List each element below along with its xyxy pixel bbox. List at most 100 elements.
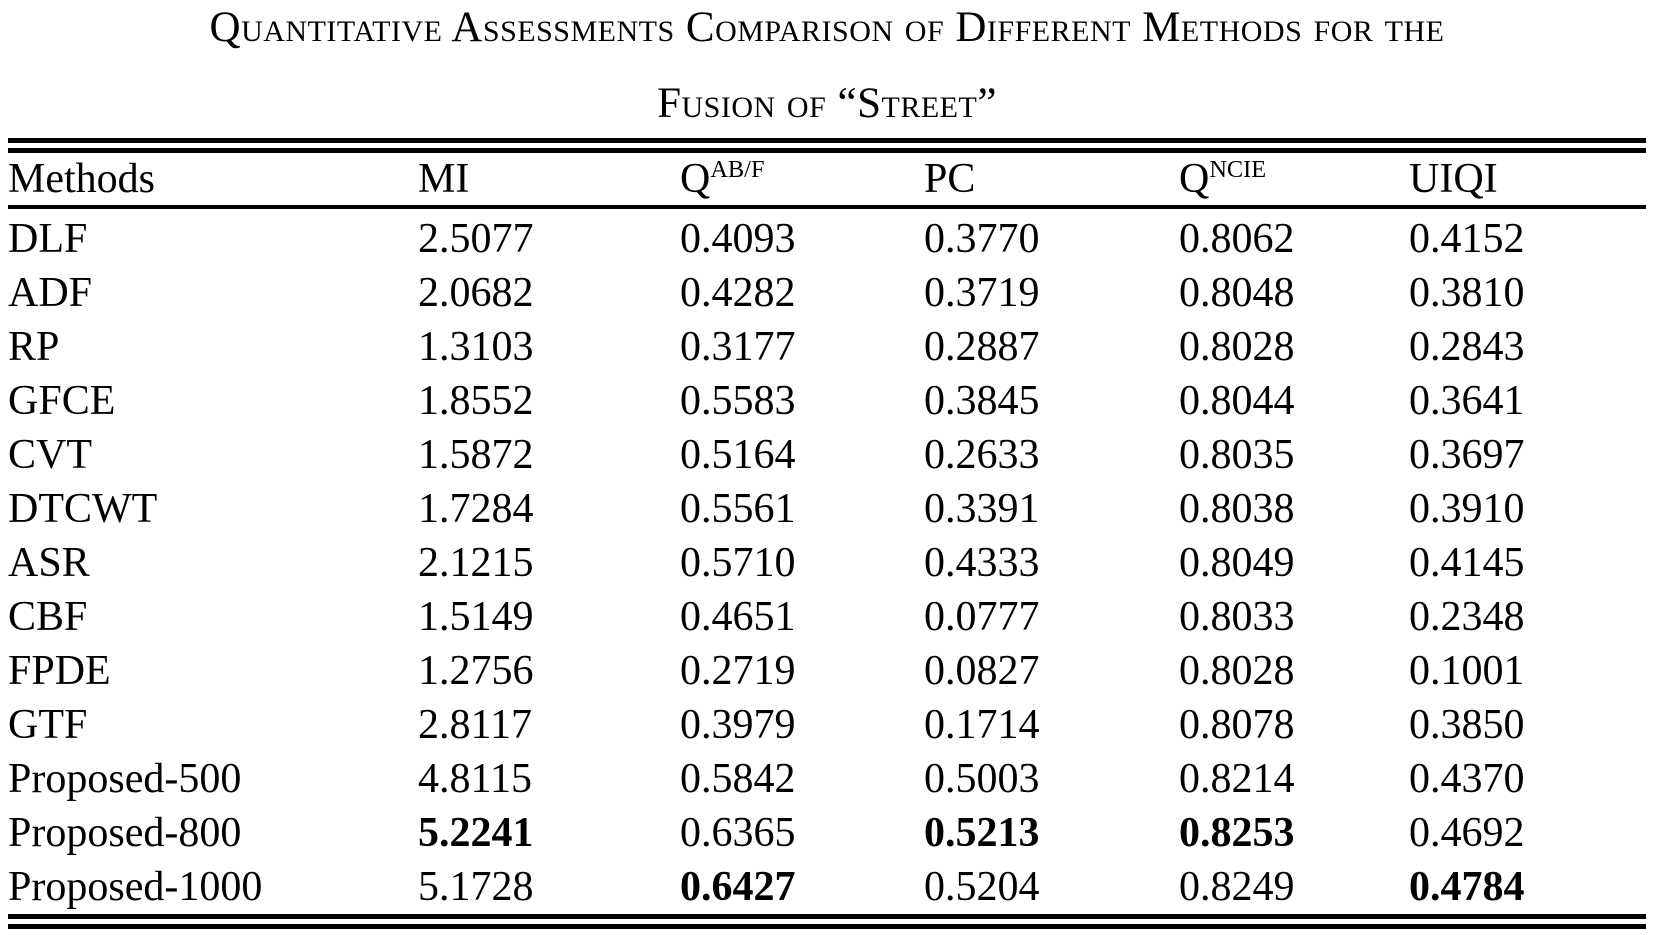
col-header-pc: PC bbox=[924, 145, 1179, 209]
value-cell: 0.0777 bbox=[924, 594, 1040, 640]
value-cell: 0.8028 bbox=[1179, 324, 1295, 370]
col-header-uiqi: UIQI bbox=[1409, 145, 1646, 209]
value-cell: 0.2348 bbox=[1409, 594, 1525, 640]
value-cell: 1.8552 bbox=[418, 378, 534, 424]
col-header-superscript: NCIE bbox=[1209, 155, 1267, 183]
method-cell: RP bbox=[8, 324, 60, 370]
table-body: DLF 2.5077 0.4093 0.3770 0.8062 0.4152 ADF 2.06… bbox=[8, 207, 1646, 922]
value-cell: 0.4784 bbox=[1409, 864, 1525, 910]
table-row: CVT 1.5872 0.5164 0.2633 0.8035 0.3697 bbox=[8, 428, 1646, 482]
table-row: ASR 2.1215 0.5710 0.4333 0.8049 0.4145 bbox=[8, 536, 1646, 590]
table-row: GFCE 1.8552 0.5583 0.3845 0.8044 0.3641 bbox=[8, 374, 1646, 428]
value-cell: 0.4333 bbox=[924, 540, 1040, 586]
table-row: Proposed-500 4.8115 0.5842 0.5003 0.8214 0.43… bbox=[8, 752, 1646, 806]
table-header: Methods MI QAB/F PC QNCIE UIQI bbox=[8, 145, 1646, 209]
value-cell: 0.4651 bbox=[680, 594, 796, 640]
value-cell: 1.5149 bbox=[418, 594, 534, 640]
method-cell: CVT bbox=[8, 432, 92, 478]
value-cell: 0.3641 bbox=[1409, 378, 1525, 424]
col-header-methods: Methods bbox=[8, 145, 418, 209]
results-table: Methods MI QAB/F PC QNCIE UIQI DLF 2.5077 0.409… bbox=[8, 138, 1646, 929]
value-cell: 1.2756 bbox=[418, 648, 534, 694]
value-cell: 0.8033 bbox=[1179, 594, 1295, 640]
value-cell: 0.3177 bbox=[680, 324, 796, 370]
col-header-q: QAB/F bbox=[680, 145, 924, 209]
col-header-q: QNCIE bbox=[1179, 145, 1409, 209]
value-cell: 0.8249 bbox=[1179, 864, 1295, 910]
value-cell: 0.8048 bbox=[1179, 270, 1295, 316]
value-cell: 4.8115 bbox=[418, 756, 532, 802]
value-cell: 0.3810 bbox=[1409, 270, 1525, 316]
table-caption: Quantitative Assessments Comparison of D… bbox=[0, 0, 1654, 125]
value-cell: 0.8049 bbox=[1179, 540, 1295, 586]
method-cell: ASR bbox=[8, 540, 90, 586]
table-row: ADF 2.0682 0.4282 0.3719 0.8048 0.3810 bbox=[8, 266, 1646, 320]
method-cell: GFCE bbox=[8, 378, 116, 424]
col-header-label: Q bbox=[1179, 156, 1210, 202]
value-cell: 0.5710 bbox=[680, 540, 796, 586]
col-header-label: PC bbox=[924, 156, 976, 202]
value-cell: 0.0827 bbox=[924, 648, 1040, 694]
col-header-superscript: AB/F bbox=[710, 155, 765, 183]
value-cell: 0.3910 bbox=[1409, 486, 1525, 532]
table-row: Proposed-1000 5.1728 0.6427 0.5204 0.8249 0.4… bbox=[8, 860, 1646, 922]
table-row: GTF 2.8117 0.3979 0.1714 0.8078 0.3850 bbox=[8, 698, 1646, 752]
col-header-label: UIQI bbox=[1409, 156, 1498, 202]
value-cell: 0.5583 bbox=[680, 378, 796, 424]
value-cell: 0.1001 bbox=[1409, 648, 1525, 694]
value-cell: 0.6427 bbox=[680, 864, 796, 910]
table-row: DLF 2.5077 0.4093 0.3770 0.8062 0.4152 bbox=[8, 207, 1646, 266]
value-cell: 0.3697 bbox=[1409, 432, 1525, 478]
value-cell: 0.4093 bbox=[680, 216, 796, 262]
method-cell: DTCWT bbox=[8, 486, 158, 532]
value-cell: 0.8044 bbox=[1179, 378, 1295, 424]
value-cell: 0.2633 bbox=[924, 432, 1040, 478]
value-cell: 0.4152 bbox=[1409, 216, 1525, 262]
value-cell: 0.5842 bbox=[680, 756, 796, 802]
value-cell: 0.8253 bbox=[1179, 810, 1295, 856]
value-cell: 0.4282 bbox=[680, 270, 796, 316]
value-cell: 0.3391 bbox=[924, 486, 1040, 532]
table-row: CBF 1.5149 0.4651 0.0777 0.8033 0.2348 bbox=[8, 590, 1646, 644]
value-cell: 0.5204 bbox=[924, 864, 1040, 910]
method-cell: FPDE bbox=[8, 648, 111, 694]
value-cell: 1.7284 bbox=[418, 486, 534, 532]
caption-line-2: Fusion of “Street” bbox=[657, 80, 997, 127]
value-cell: 0.3850 bbox=[1409, 702, 1525, 748]
value-cell: 0.8035 bbox=[1179, 432, 1295, 478]
method-cell: CBF bbox=[8, 594, 88, 640]
value-cell: 0.8038 bbox=[1179, 486, 1295, 532]
col-header-label: Q bbox=[680, 156, 711, 202]
value-cell: 0.4145 bbox=[1409, 540, 1525, 586]
value-cell: 2.0682 bbox=[418, 270, 534, 316]
method-cell: DLF bbox=[8, 216, 88, 262]
method-cell: Proposed-800 bbox=[8, 810, 242, 856]
value-cell: 0.1714 bbox=[924, 702, 1040, 748]
value-cell: 2.5077 bbox=[418, 216, 534, 262]
table-row: RP 1.3103 0.3177 0.2887 0.8028 0.2843 bbox=[8, 320, 1646, 374]
value-cell: 0.2887 bbox=[924, 324, 1040, 370]
col-header-mi: MI bbox=[418, 145, 680, 209]
table-row: FPDE 1.2756 0.2719 0.0827 0.8028 0.1001 bbox=[8, 644, 1646, 698]
value-cell: 0.5561 bbox=[680, 486, 796, 532]
value-cell: 5.2241 bbox=[418, 810, 534, 856]
value-cell: 0.2843 bbox=[1409, 324, 1525, 370]
value-cell: 0.4370 bbox=[1409, 756, 1525, 802]
value-cell: 0.3770 bbox=[924, 216, 1040, 262]
value-cell: 0.2719 bbox=[680, 648, 796, 694]
value-cell: 5.1728 bbox=[418, 864, 534, 910]
value-cell: 0.5164 bbox=[680, 432, 796, 478]
caption-line-1: Quantitative Assessments Comparison of D… bbox=[209, 4, 1445, 51]
value-cell: 0.8214 bbox=[1179, 756, 1295, 802]
value-cell: 0.6365 bbox=[680, 810, 796, 856]
method-cell: GTF bbox=[8, 702, 88, 748]
method-cell: Proposed-500 bbox=[8, 756, 242, 802]
table-row: DTCWT 1.7284 0.5561 0.3391 0.8038 0.3910 bbox=[8, 482, 1646, 536]
col-header-label: Methods bbox=[8, 156, 155, 202]
value-cell: 0.4692 bbox=[1409, 810, 1525, 856]
value-cell: 0.8062 bbox=[1179, 216, 1295, 262]
value-cell: 0.3845 bbox=[924, 378, 1040, 424]
method-cell: Proposed-1000 bbox=[8, 864, 263, 910]
value-cell: 1.5872 bbox=[418, 432, 534, 478]
